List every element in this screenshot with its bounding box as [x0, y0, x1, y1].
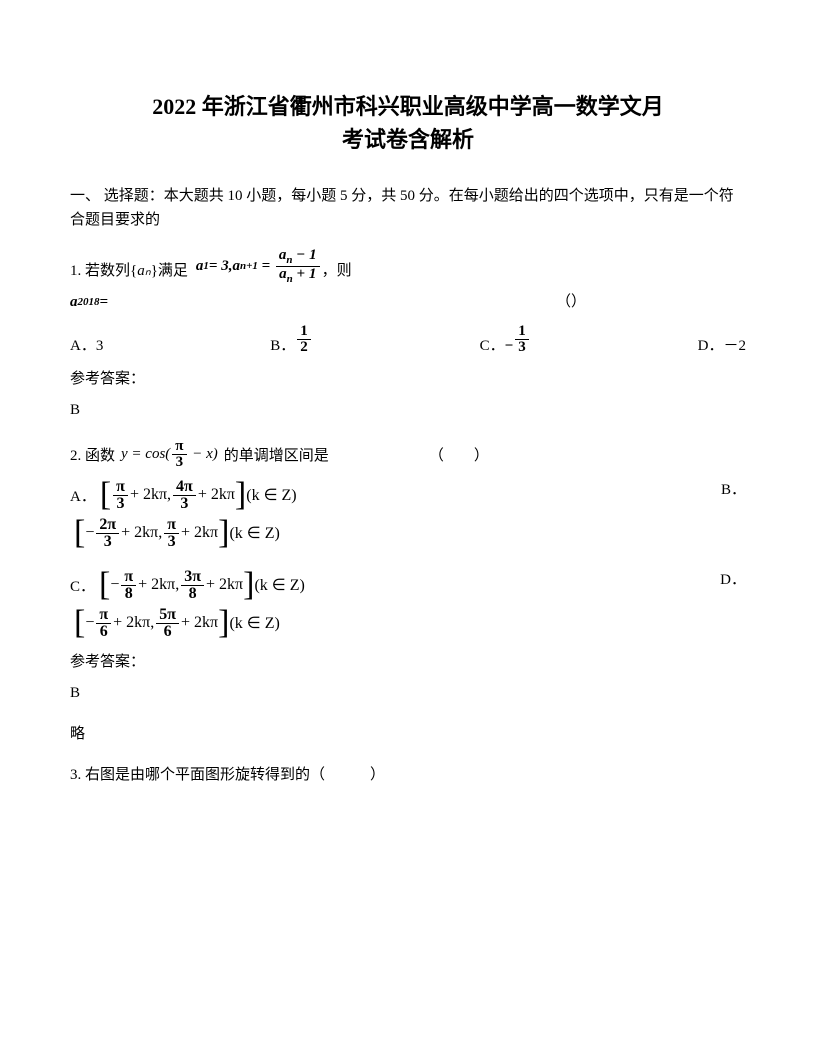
q2-formula: y = cos(π3 − x) [121, 439, 218, 470]
q1-mid: }满足 [151, 258, 188, 285]
q1-line1: 1. 若数列{aₙ}满足 a1 = 3, an+1 = an − 1 an + … [70, 248, 746, 285]
q2-answer-value: B [70, 685, 746, 702]
q1-answer-label: 参考答案： [70, 367, 746, 388]
question-3: 3. 右图是由哪个平面图形旋转得到的（ ） [70, 763, 746, 784]
q1-options: A．3 B． 1 2 C． − 1 3 D．－2 [70, 324, 746, 355]
q2-prefix: 2. 函数 [70, 443, 115, 470]
exam-title: 2022 年浙江省衢州市科兴职业高级中学高一数学文月 考试卷含解析 [70, 90, 746, 156]
q2-option-d-content: [ − π6 + 2kπ, 5π6 + 2kπ ] (k ∈ Z) [70, 606, 746, 640]
q1-an: aₙ [137, 258, 150, 285]
q1-line2: a2018 = （） [70, 289, 746, 316]
q1-a2018: a2018 = [70, 289, 108, 316]
q1-paren: （） [556, 289, 586, 316]
q2-line: 2. 函数 y = cos(π3 − x) 的单调增区间是 （ ） [70, 439, 746, 470]
q1-prefix: 1. 若数列{ [70, 258, 137, 285]
q1-recurrence: a1 = 3, an+1 = an − 1 an + 1 [196, 248, 322, 285]
q1-optc-frac: 1 3 [515, 324, 529, 355]
q2-row-cd: C． [ − π8 + 2kπ, 3π8 + 2kπ ] (k ∈ Z) D． [70, 568, 746, 602]
title-line-1: 2022 年浙江省衢州市科兴职业高级中学高一数学文月 [152, 94, 664, 119]
question-2: 2. 函数 y = cos(π3 − x) 的单调增区间是 （ ） [70, 439, 746, 470]
q1-optb-frac: 1 2 [297, 324, 311, 355]
q2-answer-label: 参考答案： [70, 650, 746, 671]
q2-paren: （ ） [429, 443, 489, 470]
q1-option-d: D．－2 [698, 334, 746, 355]
section-1-header: 一、 选择题：本大题共 10 小题，每小题 5 分，共 50 分。在每小题给出的… [70, 184, 746, 232]
q1-option-c: C． − 1 3 [480, 324, 531, 355]
q2-mid: 的单调增区间是 [224, 443, 329, 470]
q1-option-b: B． 1 2 [270, 324, 313, 355]
q2-option-a: A． [ π3 + 2kπ, 4π3 + 2kπ ] (k ∈ Z) [70, 478, 301, 512]
q1-suffix: ，则 [322, 258, 352, 285]
q2-option-d-label: D． [720, 568, 746, 589]
q2-brief: 略 [70, 722, 746, 743]
question-1: 1. 若数列{aₙ}满足 a1 = 3, an+1 = an − 1 an + … [70, 248, 746, 316]
q2-row-ab: A． [ π3 + 2kπ, 4π3 + 2kπ ] (k ∈ Z) B． [70, 478, 746, 512]
q2-option-b-content: [ − 2π3 + 2kπ, π3 + 2kπ ] (k ∈ Z) [70, 516, 746, 550]
title-line-2: 考试卷含解析 [342, 127, 474, 152]
q1-option-a: A．3 [70, 334, 103, 355]
q1-fraction: an − 1 an + 1 [276, 248, 320, 285]
q2-option-c: C． [ − π8 + 2kπ, 3π8 + 2kπ ] (k ∈ Z) [70, 568, 309, 602]
q1-answer-value: B [70, 402, 746, 419]
q2-option-b-label: B． [721, 478, 746, 499]
